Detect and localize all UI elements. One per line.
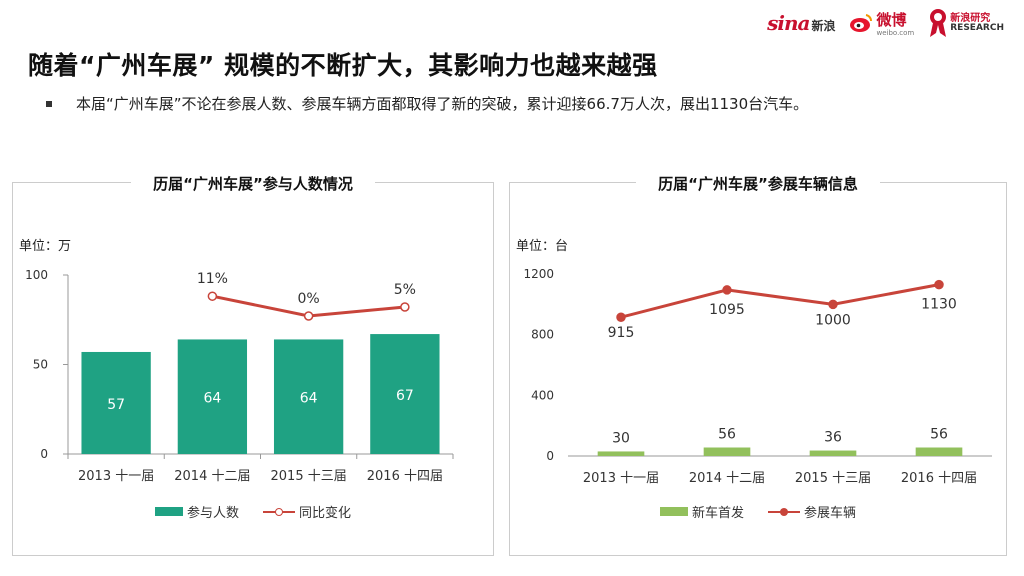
vehicles-chart: 0 400 800 1200 2013 十一届 2014 十二届 2015 十三届 2016 … (523, 267, 992, 486)
weibo-eye-icon (850, 14, 873, 32)
line-point (303, 311, 314, 321)
legend-swatch-bar (659, 507, 688, 516)
logo-group: sina 新浪 微博 weibo.com 新浪研究 RESEARCH (767, 8, 1004, 38)
line-data-label: 5% (394, 282, 416, 298)
legend-label: 同比变化 (299, 506, 352, 521)
legend-label: 新车首发 (691, 506, 744, 521)
legend-item-new-launches: 新车首发 (659, 502, 744, 521)
line-point (207, 291, 218, 301)
line-point (934, 279, 944, 290)
y-tick-label: 800 (531, 328, 554, 342)
vehicles-chart-title: 历届“广州车展”参展车辆信息 (510, 173, 1006, 194)
bar (703, 447, 751, 456)
bar-data-label: 64 (300, 391, 318, 407)
bar (915, 447, 963, 456)
line-point (828, 299, 838, 310)
line-point (400, 302, 410, 312)
x-tick-label: 2015 十三届 (271, 469, 347, 484)
legend-swatch-bar (154, 507, 183, 516)
bar-data-label: 64 (203, 391, 221, 407)
line-data-label: 1130 (921, 297, 957, 313)
bar-data-label: 57 (107, 397, 125, 413)
visitors-legend: 参与人数 同比变化 (13, 502, 493, 521)
line-data-label: 11% (197, 271, 228, 287)
bar-data-label: 36 (824, 430, 842, 446)
line-data-label: 0% (298, 291, 320, 307)
y-tick-label: 1200 (523, 267, 554, 281)
y-tick-label: 50 (33, 358, 48, 372)
page-title: 随着“广州车展” 规模的不断扩大，其影响力也越来越强 (28, 51, 658, 80)
weibo-logo: 微博 weibo.com (849, 10, 914, 37)
bar (81, 351, 151, 454)
x-tick-label: 2014 十二届 (174, 469, 250, 484)
x-tick-label: 2015 十三届 (795, 471, 871, 486)
bullet-square-icon (46, 100, 52, 107)
bar-data-label: 30 (612, 430, 630, 446)
x-tick-label: 2013 十一届 (78, 469, 154, 484)
y-tick-label: 100 (25, 268, 48, 282)
line-data-label: 915 (608, 325, 635, 341)
line-point (616, 312, 626, 322)
line-data-label: 1000 (815, 312, 851, 328)
line-data-label: 1095 (709, 302, 745, 318)
vehicles-unit-label: 单位：台 (516, 239, 569, 254)
legend-label: 参与人数 (186, 506, 239, 521)
legend-item-yoy: 同比变化 (263, 502, 351, 521)
visitors-chart-title: 历届“广州车展”参与人数情况 (13, 173, 493, 194)
sina-logo: sina 新浪 (767, 11, 836, 35)
legend-swatch-line (263, 506, 295, 518)
research-ribbon-icon (930, 9, 947, 37)
bar-data-label: 67 (396, 388, 414, 404)
bar (177, 339, 248, 454)
line-point (722, 285, 732, 295)
y-tick-label: 400 (531, 388, 554, 402)
bar (809, 450, 857, 456)
x-tick-label: 2016 十四届 (367, 469, 443, 484)
sina-research-logo: 新浪研究 RESEARCH (928, 8, 1004, 38)
visitors-unit-label: 单位：万 (19, 239, 72, 254)
vehicles-chart-panel: 历届“广州车展”参展车辆信息 单位：台 0 400 800 1200 2013 十一届 2… (509, 175, 1007, 556)
summary-text: 本届“广州车展”不论在参展人数、参展车辆方面都取得了新的突破，累计迎接66.7万… (76, 95, 809, 113)
x-tick-label: 2014 十二届 (689, 471, 765, 486)
x-tick-label: 2013 十一届 (583, 471, 659, 486)
series-line (620, 283, 940, 319)
bar (273, 339, 344, 454)
bar-data-label: 56 (718, 427, 736, 443)
bar-data-label: 56 (930, 427, 948, 443)
x-tick-label: 2016 十四届 (901, 471, 977, 486)
y-tick-label: 0 (546, 449, 554, 463)
bar (597, 451, 645, 456)
legend-item-visitors: 参与人数 (154, 502, 239, 521)
visitors-chart-panel: 历届“广州车展”参与人数情况 单位：万 0 50 100 2013 十一届 2014 十… (12, 175, 494, 556)
summary-bullet: 本届“广州车展”不论在参展人数、参展车辆方面都取得了新的突破，累计迎接66.7万… (46, 93, 808, 114)
y-tick-label: 0 (40, 447, 48, 461)
legend-label: 参展车辆 (804, 506, 857, 521)
legend-item-exhibited-vehicles: 参展车辆 (768, 502, 856, 521)
vehicles-legend: 新车首发 参展车辆 (510, 502, 1006, 521)
bar (370, 334, 440, 454)
legend-swatch-line (768, 506, 800, 518)
visitors-chart: 0 50 100 2013 十一届 2014 十二届 2015 十三届 2016 十四届 57… (25, 268, 454, 484)
